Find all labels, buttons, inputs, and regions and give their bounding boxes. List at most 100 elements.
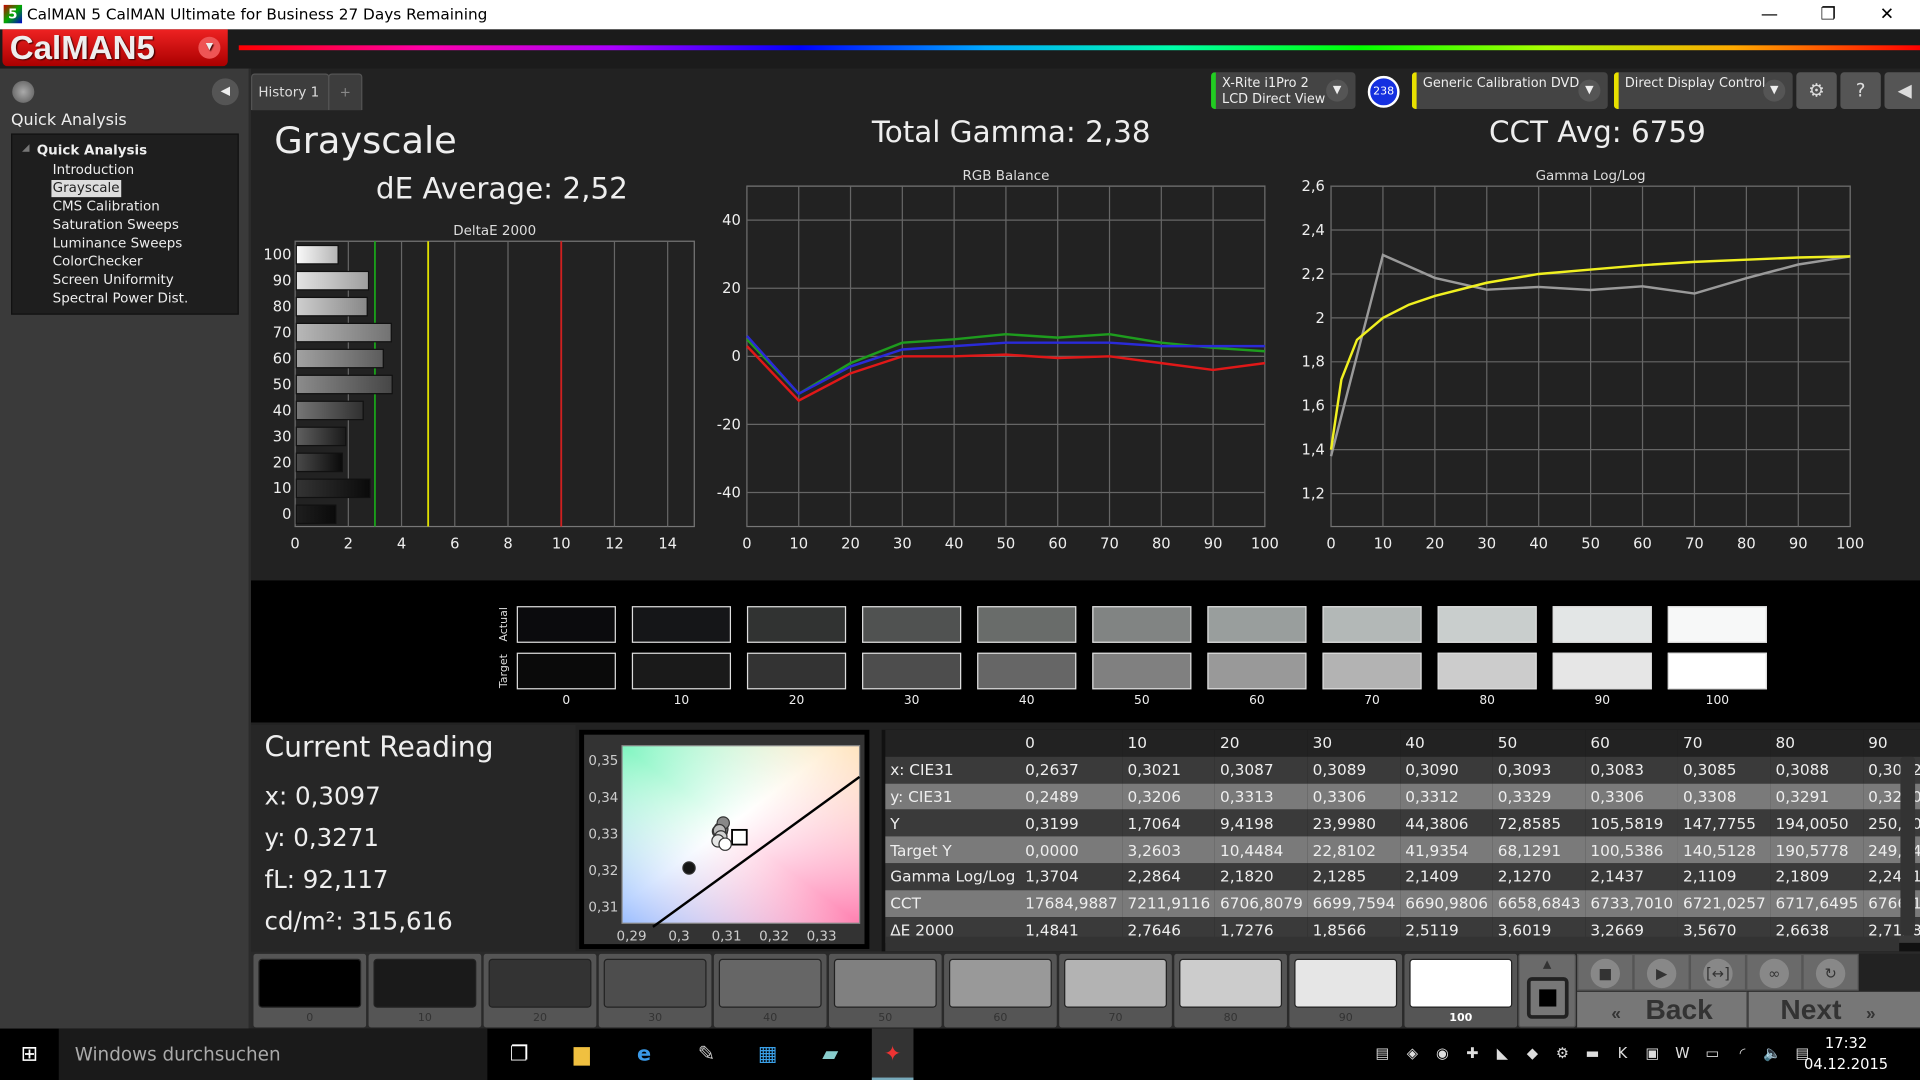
loop-button[interactable]: ∞	[1746, 953, 1803, 991]
tree-item[interactable]: Introduction	[52, 161, 135, 178]
add-tab-button[interactable]: +	[328, 73, 363, 111]
taskbar-search[interactable]: Windows durchsuchen	[58, 1028, 488, 1080]
tree-item[interactable]: Screen Uniformity	[52, 271, 174, 288]
stop-button[interactable]: ■	[1577, 953, 1634, 991]
play-button[interactable]: ▶	[1633, 953, 1690, 991]
patch-button[interactable]: 40	[713, 953, 827, 1028]
table-row[interactable]: x: CIE31 0,2637 0,3021 0,3087 0,3089 0,3090 0,…	[885, 756, 1920, 784]
patch-button[interactable]: 50	[828, 953, 942, 1028]
swatch-level-label: 30	[903, 694, 920, 708]
tree-item[interactable]: Luminance Sweeps	[52, 235, 183, 252]
patch-button[interactable]: 0	[253, 953, 367, 1028]
patch-button[interactable]: 70	[1059, 953, 1172, 1028]
table-cell: Target Y	[890, 840, 952, 860]
horizontal-scrollbar[interactable]	[885, 936, 1900, 952]
collapse-icon[interactable]: ◀	[1884, 72, 1920, 109]
table-row[interactable]: y: CIE31 0,2489 0,3206 0,3313 0,3306 0,3312 0,…	[885, 783, 1920, 810]
paint-icon[interactable]: ✎	[697, 1042, 716, 1067]
bar	[295, 244, 339, 265]
back-button[interactable]: « Back	[1577, 991, 1748, 1028]
file-explorer-icon[interactable]: ▆	[573, 1042, 590, 1067]
notepad-icon[interactable]: ▰	[822, 1042, 839, 1067]
volume-icon[interactable]: 🔈	[1763, 1044, 1782, 1062]
table-cell: 2,1437	[1590, 867, 1644, 886]
collapse-sidebar-button[interactable]: ◀	[211, 78, 239, 106]
patch-color	[373, 958, 477, 1008]
patch-button[interactable]: 100	[1404, 953, 1518, 1028]
table-row[interactable]: Y 0,3199 1,7064 9,4198 23,9980 44,3806 72,8585…	[885, 809, 1920, 837]
actual-swatch	[977, 606, 1077, 643]
wacom-icon[interactable]: W	[1675, 1044, 1690, 1062]
double-chevron-right-icon: »	[1865, 1002, 1876, 1023]
tree-item[interactable]: Saturation Sweeps	[52, 216, 179, 233]
wifi-icon[interactable]: ◜	[1739, 1044, 1746, 1062]
maximize-button[interactable]: ❐	[1820, 4, 1836, 25]
tree-item[interactable]: Spectral Power Dist.	[52, 290, 189, 307]
monitor-icon[interactable]: ▣	[1645, 1044, 1660, 1062]
tree-root[interactable]: Quick Analysis	[36, 142, 148, 158]
device-selector[interactable]: X-Rite i1Pro 2 LCD Direct View ▼	[1211, 72, 1356, 109]
tree-item[interactable]: ColorChecker	[52, 253, 143, 270]
task-view-icon[interactable]: ❐	[509, 1042, 529, 1067]
app-tray-icon[interactable]: ◉	[1436, 1044, 1449, 1062]
table-cell: 72,8585	[1497, 814, 1562, 833]
table-row[interactable]: Gamma Log/Log 1,3704 2,2864 2,1820 2,1285 2,1…	[885, 863, 1920, 890]
tree-item[interactable]: Grayscale	[51, 180, 121, 198]
k-icon[interactable]: K	[1617, 1044, 1628, 1062]
patch-button[interactable]: 10	[368, 953, 482, 1028]
tree-item[interactable]: CMS Calibration	[52, 198, 160, 215]
vertical-scrollbar[interactable]	[1900, 756, 1916, 936]
table-cell: 17684,9887	[1025, 894, 1118, 913]
notifications-icon[interactable]: ▤	[1795, 1044, 1810, 1062]
gear-icon[interactable]: ⚙	[1796, 72, 1837, 109]
patch-color	[718, 958, 822, 1008]
patch-button[interactable]: 90	[1289, 953, 1403, 1028]
table-cell: 22,8102	[1312, 840, 1376, 860]
acrobat-icon[interactable]: ◣	[1496, 1044, 1509, 1062]
help-icon[interactable]: ?	[1840, 72, 1881, 109]
device-selector[interactable]: Direct Display Control ▼	[1613, 72, 1793, 109]
device-selector[interactable]: Generic Calibration DVD ▼	[1411, 72, 1608, 109]
meter-badge[interactable]: 238	[1367, 75, 1400, 108]
edge-icon[interactable]: e	[637, 1042, 652, 1067]
patch-button[interactable]: 60	[944, 953, 1057, 1028]
actual-swatch	[1552, 606, 1652, 643]
table-cell: 0,3199	[1025, 814, 1079, 833]
read-stop-button[interactable]	[1526, 977, 1568, 1019]
battery-icon[interactable]: ▭	[1705, 1044, 1720, 1062]
tray-app-icon[interactable]: ▬	[1585, 1044, 1600, 1062]
play-icon: ▶	[1646, 958, 1677, 989]
patch-button[interactable]: 20	[483, 953, 597, 1028]
nvidia-icon[interactable]: ◈	[1406, 1044, 1419, 1062]
expand-arrow-icon[interactable]: ◢	[22, 142, 30, 154]
clock[interactable]: 17:32 04.12.2015	[1804, 1033, 1888, 1075]
status-orb-icon[interactable]	[12, 80, 35, 103]
calculator-icon[interactable]: ▦	[757, 1042, 778, 1067]
table-row[interactable]: Target Y 0,0000 3,2603 10,4484 22,8102 41,935…	[885, 836, 1920, 864]
x-tick-label: 30	[1477, 536, 1496, 553]
patch-label: 80	[1223, 1012, 1238, 1025]
next-button[interactable]: Next »	[1748, 991, 1920, 1028]
patch-button[interactable]: 80	[1174, 953, 1287, 1028]
minimize-button[interactable]: —	[1760, 4, 1778, 25]
fit-button[interactable]: [↔]	[1689, 953, 1747, 991]
arrow-up-icon[interactable]: ▲	[1542, 958, 1552, 972]
target-swatch	[1667, 652, 1767, 690]
table-row[interactable]: CCT 17684,9887 7211,9116 6706,8079 6699,7594…	[885, 889, 1920, 917]
patch-button[interactable]: 30	[598, 953, 712, 1028]
steelseries-icon[interactable]: ⚙	[1555, 1044, 1570, 1062]
patch-label: 40	[763, 1012, 778, 1025]
refresh-button[interactable]: ↻	[1802, 953, 1859, 991]
target-swatch	[516, 652, 616, 690]
table-cell: 2,1270	[1497, 867, 1552, 886]
bar	[295, 426, 347, 447]
windows-start-icon[interactable]: ⊞	[20, 1042, 39, 1067]
calman-logo-menu[interactable]: CalMAN5 ▼	[2, 29, 228, 67]
close-button[interactable]: ✕	[1879, 4, 1895, 25]
color-icon[interactable]: ✚	[1466, 1044, 1479, 1062]
network-monitor-icon[interactable]: ▤	[1375, 1044, 1390, 1062]
calman-taskbar-icon[interactable]: ✦	[871, 1028, 914, 1080]
table-cell: 6706,8079	[1220, 894, 1303, 913]
tab-history-1[interactable]: History 1	[251, 73, 330, 111]
dragon-icon[interactable]: ◆	[1526, 1044, 1539, 1062]
